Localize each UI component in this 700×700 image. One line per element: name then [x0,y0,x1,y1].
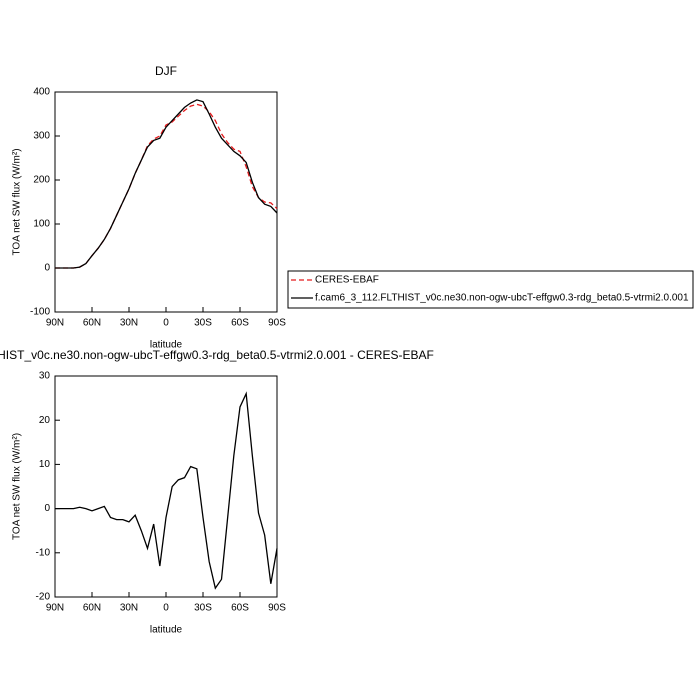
x-tick-label: 0 [163,318,169,329]
y-tick-label: 400 [33,87,50,98]
x-tick-label: 30S [194,318,212,329]
y-tick-label: 0 [44,503,50,514]
x-tick-label: 30N [120,603,138,614]
x-tick-label: 60S [231,318,249,329]
x-tick-label: 30N [120,318,138,329]
legend-box [287,270,694,309]
y-tick-label: 200 [33,175,50,186]
x-tick-label: 0 [163,603,169,614]
x-tick-label: 90S [268,603,286,614]
x-tick-label: 60S [231,603,249,614]
x-axis-label: latitude [150,340,183,351]
chart-title: f.cam6_3_112.FLTHIST_v0c.ne30.non-ogw-ub… [0,348,434,362]
x-tick-label: 60N [83,603,101,614]
x-tick-label: 90N [46,318,64,329]
y-tick-label: 0 [44,263,50,274]
y-tick-label: -100 [30,307,50,318]
x-axis-label: latitude [150,625,183,636]
series-line [55,391,278,590]
chart-title: DJF [155,64,177,78]
plot-frame [54,375,278,598]
y-axis-label: TOA net SW flux (W/m²) [12,148,23,255]
x-tick-label: 30S [194,603,212,614]
y-tick-label: 100 [33,219,50,230]
x-tick-label: 90S [268,318,286,329]
y-tick-label: 20 [39,415,51,426]
series-line [55,99,278,269]
x-tick-label: 60N [83,318,101,329]
y-axis-label: TOA net SW flux (W/m²) [12,433,23,540]
y-tick-label: 10 [39,459,51,470]
y-tick-label: -10 [36,547,51,558]
y-tick-label: 30 [39,371,51,382]
y-tick-label: -20 [36,592,51,603]
legend-label: CERES-EBAF [315,275,379,286]
series-line [55,103,278,269]
legend-label: f.cam6_3_112.FLTHIST_v0c.ne30.non-ogw-ub… [315,293,689,304]
x-tick-label: 90N [46,603,64,614]
y-tick-label: 300 [33,131,50,142]
